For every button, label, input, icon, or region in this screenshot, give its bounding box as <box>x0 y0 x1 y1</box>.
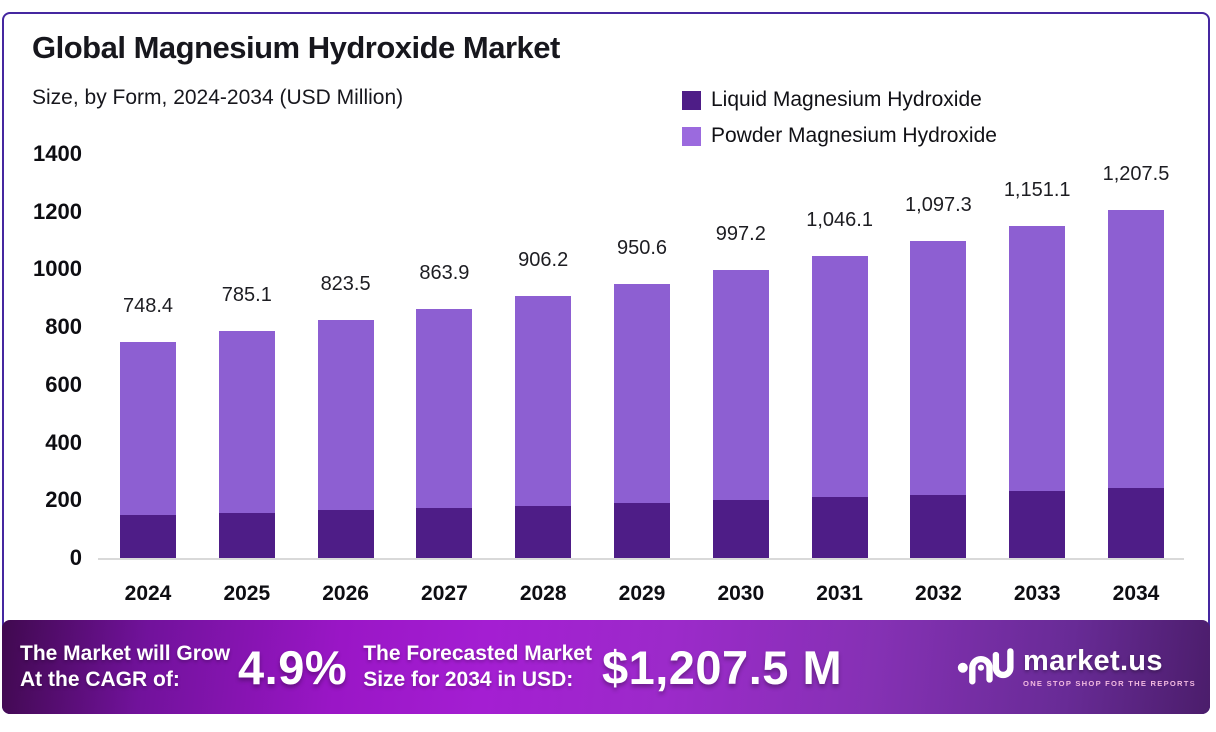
bar-2025-liquid-segment <box>218 512 275 558</box>
data-label-2034: 1,207.5 <box>1102 162 1170 185</box>
bar-2032-powder-segment <box>910 241 967 495</box>
x-axis-tick-2031: 2031 <box>816 582 863 605</box>
bar-2024-liquid-segment <box>120 514 176 558</box>
cagr-label-line1: The Market will Grow <box>20 642 231 666</box>
bar-2031-liquid-segment <box>811 497 868 558</box>
y-axis-tick-600: 600 <box>45 371 82 397</box>
cagr-value: 4.9% <box>238 640 348 694</box>
y-axis-tick-1200: 1200 <box>33 198 82 224</box>
legend-label: Powder Magnesium Hydroxide <box>711 124 997 147</box>
x-axis-tick-2030: 2030 <box>717 582 765 605</box>
bar-2034 <box>1108 209 1164 558</box>
bar-2024-powder-segment <box>120 342 176 515</box>
bar-2029 <box>614 283 670 558</box>
x-axis-tick-2027: 2027 <box>421 582 468 605</box>
legend-item-1: Powder Magnesium Hydroxide <box>682 118 997 154</box>
x-axis-line <box>98 558 1184 560</box>
x-axis-tick-2029: 2029 <box>618 582 666 605</box>
bar-2025 <box>218 331 275 558</box>
bar-2026 <box>317 320 374 558</box>
bar-2031 <box>811 256 868 558</box>
bar-2027-liquid-segment <box>416 508 473 558</box>
bar-2028 <box>515 296 572 558</box>
legend-label: Liquid Magnesium Hydroxide <box>711 88 982 111</box>
x-axis-tick-2032: 2032 <box>915 582 962 605</box>
market-us-logo: market.us ONE STOP SHOP FOR THE REPORTS <box>956 643 1196 692</box>
forecast-label: The Forecasted Market Size for 2034 in U… <box>363 641 592 692</box>
data-label-2029: 950.6 <box>616 236 668 259</box>
brand-name: market.us <box>1023 644 1163 677</box>
y-axis-tick-800: 800 <box>45 314 82 340</box>
data-label-2030: 997.2 <box>715 223 766 246</box>
legend-swatch-icon <box>682 126 701 146</box>
bar-2034-powder-segment <box>1108 209 1164 489</box>
bar-2027-powder-segment <box>416 308 473 509</box>
x-axis-tick-2033: 2033 <box>1013 582 1061 605</box>
bar-2030-liquid-segment <box>712 500 769 558</box>
data-label-2031: 1,046.1 <box>806 209 873 232</box>
bar-2027 <box>416 308 473 558</box>
forecast-label-line2: Size for 2034 in USD: <box>363 668 574 691</box>
bar-2032-liquid-segment <box>910 494 967 558</box>
x-axis-tick-2034: 2034 <box>1112 582 1160 605</box>
bar-2030 <box>712 270 769 558</box>
bar-2030-powder-segment <box>712 270 769 501</box>
x-axis-tick-2028: 2028 <box>519 582 567 605</box>
bar-2026-liquid-segment <box>317 510 374 558</box>
y-axis-tick-0: 0 <box>69 545 82 570</box>
cagr-label-line2: At the CAGR of: <box>20 668 180 691</box>
brand-tagline: ONE STOP SHOP FOR THE REPORTS <box>1023 678 1196 688</box>
bar-2025-powder-segment <box>218 331 275 513</box>
bar-2033-powder-segment <box>1009 225 1066 492</box>
bar-2028-powder-segment <box>515 296 572 506</box>
y-axis-tick-1400: 1400 <box>33 141 82 166</box>
bar-chart-plot: 0 200 400 600 800 1000 1200 1400 748.4 2024 785.1 2… <box>4 14 1208 624</box>
chart-card: Global Magnesium Hydroxide Market Size, … <box>2 12 1210 714</box>
bar-2033-liquid-segment <box>1009 491 1066 558</box>
legend: Liquid Magnesium Hydroxide Powder Magnesi… <box>682 82 997 154</box>
bar-2033 <box>1009 225 1066 558</box>
data-label-2025: 785.1 <box>221 284 272 307</box>
chart-title: Global Magnesium Hydroxide Market <box>32 30 560 65</box>
bar-2031-powder-segment <box>811 256 868 498</box>
y-axis-tick-200: 200 <box>45 487 82 513</box>
data-label-2028: 906.2 <box>518 249 569 272</box>
data-label-2027: 863.9 <box>419 261 470 284</box>
bar-2028-liquid-segment <box>515 505 572 558</box>
bottom-banner: The Market will Grow At the CAGR of: 4.9… <box>2 620 1210 714</box>
bar-2024 <box>120 342 176 558</box>
chart-subtitle: Size, by Form, 2024-2034 (USD Million) <box>32 86 404 109</box>
legend-item-0: Liquid Magnesium Hydroxide <box>682 82 997 118</box>
bar-2026-powder-segment <box>317 320 374 511</box>
market-us-logo-icon <box>956 643 1014 692</box>
x-axis-tick-2026: 2026 <box>322 582 369 605</box>
y-axis-tick-1000: 1000 <box>33 256 82 282</box>
forecast-value: $1,207.5 M <box>601 640 843 694</box>
bar-2029-powder-segment <box>614 283 670 503</box>
data-label-2032: 1,097.3 <box>905 194 972 217</box>
bar-2029-liquid-segment <box>614 503 670 558</box>
bar-2034-liquid-segment <box>1108 488 1164 558</box>
data-label-2026: 823.5 <box>320 273 371 296</box>
forecast-label-line1: The Forecasted Market <box>363 642 592 666</box>
legend-swatch-icon <box>682 90 701 110</box>
brand-text-block: market.us ONE STOP SHOP FOR THE REPORTS <box>1023 644 1196 688</box>
data-label-2024: 748.4 <box>122 295 174 318</box>
y-axis-tick-400: 400 <box>45 429 82 455</box>
data-label-2033: 1,151.1 <box>1003 178 1071 201</box>
bar-2032 <box>910 241 967 558</box>
x-axis-tick-2025: 2025 <box>223 582 271 605</box>
cagr-label: The Market will Grow At the CAGR of: <box>20 641 230 692</box>
x-axis-tick-2024: 2024 <box>124 582 172 605</box>
